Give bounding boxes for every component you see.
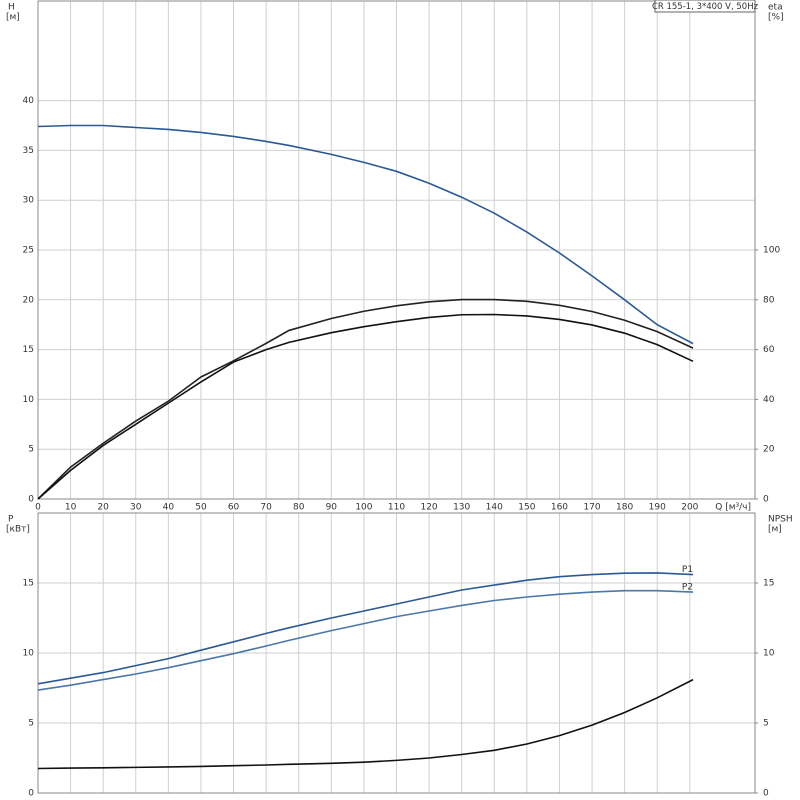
y2-tick-label: 100 [763, 246, 780, 256]
x-tick-label: 140 [486, 503, 503, 513]
y2-tick-label: 20 [763, 445, 775, 455]
title-box [654, 0, 756, 13]
x-tick-label: 80 [293, 503, 305, 513]
x-tick-label: 90 [326, 503, 338, 513]
y-axis-label: H [8, 3, 15, 13]
curve [37, 298, 694, 500]
y-tick-label: 0 [28, 789, 34, 799]
y-axis-unit: [м] [6, 13, 20, 23]
x-tick-label: 130 [453, 503, 470, 513]
y2-tick-label: 10 [763, 649, 775, 659]
series-label: P1 [682, 565, 693, 575]
x-tick-label: 20 [97, 503, 109, 513]
y-tick-label: 20 [23, 295, 35, 305]
y-tick-label: 10 [23, 649, 35, 659]
y-tick-label: 10 [23, 395, 35, 405]
y-tick-label: 25 [23, 246, 34, 256]
series-label: P2 [682, 583, 693, 593]
x-tick-label: 40 [163, 503, 175, 513]
y-tick-label: 35 [23, 146, 34, 156]
x-tick-label: 200 [681, 503, 698, 513]
plot-frame [37, 0, 756, 500]
x-tick-label: 10 [65, 503, 77, 513]
y-tick-label: 0 [28, 495, 34, 505]
y2-tick-label: 0 [763, 789, 769, 799]
curve [37, 678, 694, 770]
y2-tick-label: 80 [763, 295, 775, 305]
y2-tick-label: 5 [763, 719, 769, 729]
x-tick-label: 50 [195, 503, 207, 513]
y-tick-label: 15 [23, 345, 34, 355]
x-tick-label: 100 [355, 503, 372, 513]
curve [37, 589, 694, 691]
y2-tick-label: 60 [763, 345, 775, 355]
y-tick-label: 5 [28, 445, 34, 455]
x-tick-label: 60 [228, 503, 240, 513]
y2-tick-label: 0 [763, 495, 769, 505]
x-tick-label: 0 [35, 503, 41, 513]
x-tick-label: 110 [388, 503, 405, 513]
y2-axis-unit: [%] [768, 13, 784, 23]
y2-axis-label: eta [768, 3, 783, 13]
y2-axis-unit: [м] [768, 525, 782, 535]
y2-tick-label: 40 [763, 395, 775, 405]
curve [37, 313, 694, 500]
y-axis-label: P [8, 515, 14, 525]
x-tick-label: 190 [649, 503, 666, 513]
y-tick-label: 5 [28, 719, 34, 729]
x-tick-label: 170 [583, 503, 600, 513]
y-tick-label: 30 [23, 196, 35, 206]
plot-frame [37, 512, 756, 794]
chart-title: CR 155-1, 3*400 V, 50Hz [652, 2, 759, 12]
x-tick-label: 180 [616, 503, 633, 513]
curve [37, 572, 694, 685]
curve [37, 124, 694, 345]
x-tick-label: 150 [518, 503, 535, 513]
y2-axis-label: NPSH [768, 515, 793, 525]
y-tick-label: 15 [23, 579, 34, 589]
x-tick-label: 120 [420, 503, 437, 513]
y-tick-label: 40 [23, 96, 35, 106]
y2-tick-label: 15 [763, 579, 774, 589]
x-axis-label: Q [м³/ч] [715, 503, 751, 513]
x-tick-label: 70 [260, 503, 272, 513]
y-axis-unit: [кВт] [6, 525, 30, 535]
x-tick-label: 160 [551, 503, 568, 513]
x-tick-label: 30 [130, 503, 142, 513]
